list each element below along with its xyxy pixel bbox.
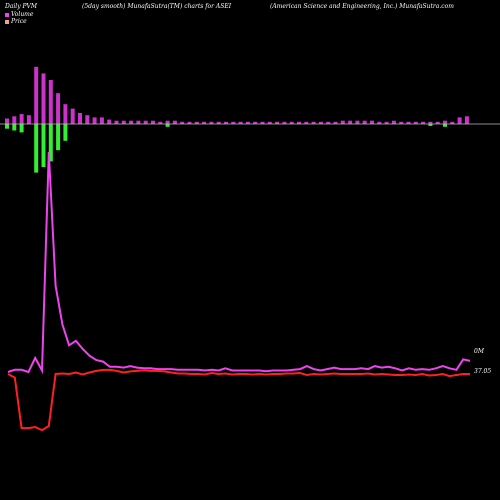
volume-bar-up: [311, 121, 316, 124]
volume-bar-up: [165, 120, 170, 124]
legend-price-label: Price: [11, 18, 27, 25]
volume-bar-up: [370, 120, 374, 124]
volume-bar-up: [384, 121, 389, 124]
volume-bar-up: [304, 121, 309, 124]
volume-bar-up: [267, 121, 272, 124]
volume-bar-down: [443, 124, 447, 127]
legend-volume-label: Volume: [11, 11, 34, 18]
volume-bar-down: [41, 124, 46, 167]
volume-bar-up: [78, 113, 82, 124]
volume-bar-up: [362, 120, 367, 124]
volume-bar-up: [238, 121, 243, 124]
legend-price: Price: [5, 18, 27, 25]
volume-bar-up: [19, 114, 24, 124]
volume-bar-up: [340, 120, 345, 124]
volume-bar-down: [12, 124, 17, 131]
volume-bar-up: [12, 116, 17, 124]
volume-bar-up: [151, 120, 155, 124]
volume-bar-up: [70, 108, 75, 124]
volume-bar-up: [297, 121, 301, 124]
price-value-label: 37.05: [474, 368, 492, 375]
volume-bar-up: [34, 66, 39, 124]
volume-bar-up: [209, 121, 214, 124]
volume-bar-up: [260, 121, 265, 124]
volume-bar-up: [377, 121, 382, 124]
volume-bar-up: [85, 115, 90, 124]
volume-bar-up: [41, 73, 46, 124]
volume-bar-down: [34, 124, 39, 173]
volume-bar-up: [92, 117, 97, 124]
volume-bar-down: [48, 124, 53, 162]
volume-bar-up: [443, 120, 447, 124]
volume-bar-up: [348, 120, 353, 124]
volume-bar-up: [428, 121, 433, 124]
volume-bar-up: [121, 120, 126, 124]
volume-bar-up: [187, 121, 192, 124]
volume-bar-up: [282, 121, 287, 124]
volume-bar-up: [136, 120, 141, 124]
volume-bar-up: [224, 121, 228, 124]
price-series-line: [7, 368, 470, 432]
volume-bar-up: [180, 121, 185, 124]
volume-bar-down: [5, 124, 9, 129]
volume-bar-up: [413, 121, 418, 124]
volume-bar-up: [289, 121, 294, 124]
volume-bars: [5, 66, 469, 173]
volume-bar-up: [63, 104, 68, 124]
volume-bar-up: [143, 120, 148, 124]
volume-bar-up: [464, 116, 469, 124]
volume-bar-up: [216, 121, 221, 124]
volume-bar-up: [129, 120, 134, 124]
volume-bar-up: [48, 80, 53, 124]
volume-bar-up: [107, 119, 112, 124]
volume-bar-down: [19, 124, 24, 133]
volume-bar-down: [63, 124, 68, 141]
volume-bar-up: [114, 120, 119, 124]
volume-bar-up: [435, 121, 440, 124]
volume-series-line: [7, 151, 471, 375]
legend-volume: Volume: [5, 11, 33, 18]
volume-bar-up: [391, 120, 396, 124]
volume-bar-up: [194, 121, 199, 124]
volume-bar-up: [355, 120, 360, 124]
volume-bar-up: [231, 121, 236, 124]
volume-bar-up: [421, 121, 426, 124]
volume-bar-up: [333, 121, 338, 124]
volume-bar-up: [457, 117, 462, 124]
chart-title: Daily PVM: [5, 3, 38, 10]
volume-bar-up: [26, 115, 31, 124]
volume-value-label: 0M: [474, 348, 484, 355]
volume-bar-up: [326, 121, 331, 124]
volume-bar-up: [172, 120, 177, 124]
volume-bar-up: [202, 121, 207, 124]
legend-volume-swatch: [5, 12, 9, 17]
volume-bar-down: [428, 124, 433, 126]
volume-bar-down: [165, 124, 170, 127]
volume-bar-down: [56, 124, 61, 151]
volume-bar-up: [275, 121, 280, 124]
volume-bar-up: [406, 121, 411, 124]
chart-subtitle: (5day smooth) MunafaSutra(TM) charts for…: [82, 3, 232, 10]
volume-bar-up: [450, 121, 455, 124]
volume-bar-up: [158, 121, 163, 124]
company-title: (American Science and Engineering, Inc.)…: [270, 3, 454, 10]
volume-bar-up: [56, 93, 61, 124]
volume-bar-up: [253, 121, 258, 124]
volume-bar-up: [245, 121, 250, 124]
volume-bar-up: [399, 121, 404, 124]
volume-bar-up: [99, 117, 104, 124]
volume-bar-up: [318, 121, 323, 124]
volume-bar-up: [5, 118, 9, 124]
legend-price-swatch: [5, 19, 9, 24]
